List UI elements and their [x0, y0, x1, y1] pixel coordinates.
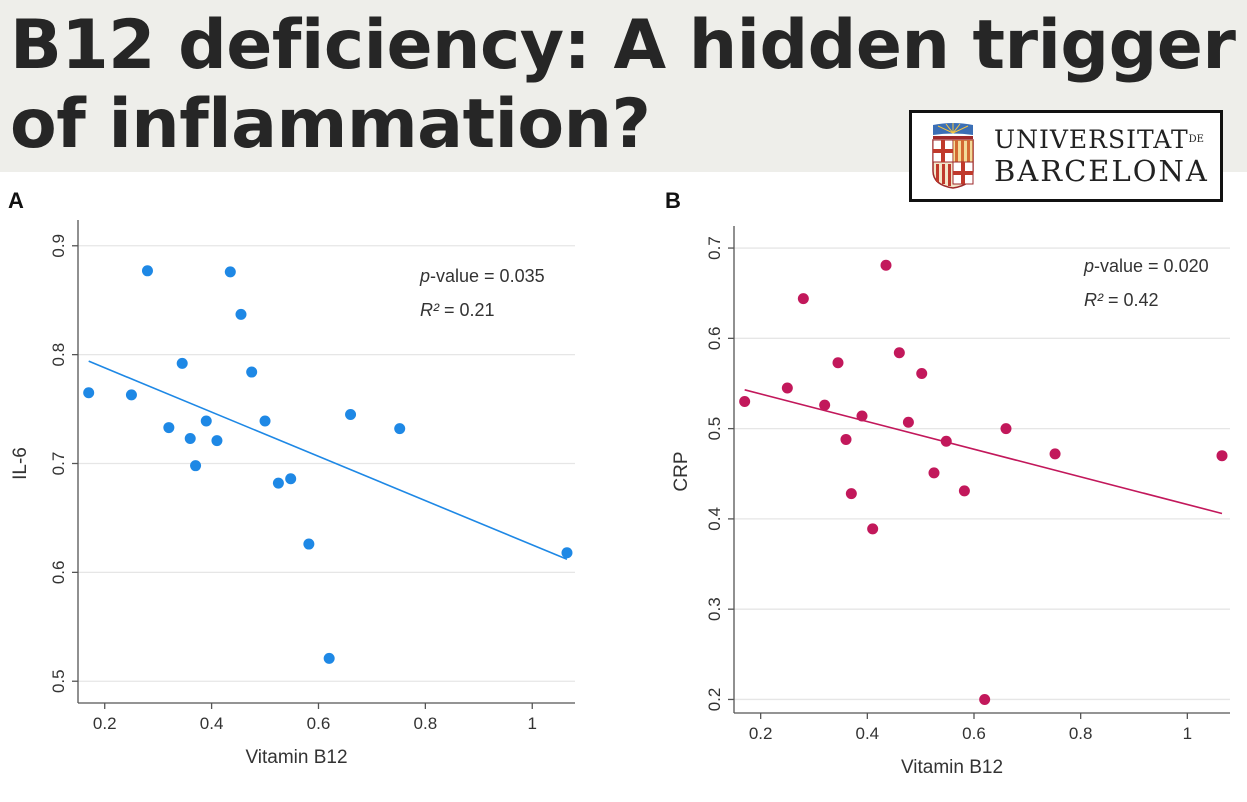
data-point	[200, 415, 212, 427]
y-axis-title: CRP	[671, 451, 692, 491]
y-tick-label: 0.6	[705, 327, 724, 351]
data-point	[163, 422, 175, 434]
regression-line	[88, 360, 568, 561]
data-point	[797, 293, 809, 305]
data-point	[272, 477, 284, 489]
logo-word-universitat: UNIVERSITAT	[994, 125, 1189, 154]
x-tick-label: 0.8	[1069, 724, 1093, 743]
x-tick-label: 0.2	[93, 714, 117, 733]
x-tick-label: 0.8	[414, 714, 438, 733]
data-point	[832, 357, 844, 369]
p-symbol: p	[1083, 256, 1094, 276]
data-point	[928, 467, 940, 479]
data-point	[303, 538, 315, 550]
p-value-text: -value = 0.035	[430, 266, 545, 286]
data-point	[323, 652, 335, 664]
x-tick-label: 0.6	[307, 714, 331, 733]
r-squared-symbol: R²	[1084, 290, 1104, 310]
x-axis-title: Vitamin B12	[901, 757, 1003, 778]
p-value-text: -value = 0.020	[1094, 256, 1209, 276]
data-point	[561, 547, 573, 559]
data-point	[893, 347, 905, 359]
y-tick-label: 0.4	[705, 507, 724, 531]
data-point	[190, 460, 202, 472]
x-tick-label: 0.4	[200, 714, 224, 733]
data-point	[739, 396, 751, 408]
logo-line-2: BARCELONA	[994, 154, 1209, 188]
data-point	[819, 399, 831, 411]
y-tick-label: 0.7	[49, 452, 68, 476]
data-point	[285, 473, 297, 485]
data-point	[235, 308, 247, 320]
r-squared-text: = 0.42	[1103, 290, 1159, 310]
university-logo: UNIVERSITATDE BARCELONA	[909, 110, 1223, 202]
data-point	[259, 415, 271, 427]
r-squared-text: = 0.21	[439, 300, 495, 320]
data-point	[176, 357, 188, 369]
data-point	[856, 410, 868, 422]
data-point	[902, 416, 914, 428]
panel-letter: A	[8, 188, 24, 213]
data-point	[224, 266, 236, 278]
data-point	[979, 693, 991, 705]
r-squared-symbol: R²	[420, 300, 440, 320]
data-point	[867, 523, 879, 535]
y-tick-label: 0.2	[705, 688, 724, 712]
chart-panel-a: A 0.5 0.6 0.7 0.8 0.9 0.2 0.4 0.6 0.8 1 Vitamin B12…	[8, 188, 575, 768]
data-point	[246, 366, 258, 378]
y-tick-label: 0.5	[49, 669, 68, 693]
r-squared-annotation: R² = 0.42	[1084, 290, 1159, 310]
data-point	[1216, 450, 1228, 462]
regression-line	[744, 389, 1223, 515]
logo-text: UNIVERSITATDE BARCELONA	[994, 125, 1209, 187]
data-point	[345, 409, 357, 421]
y-tick-label: 0.3	[705, 597, 724, 621]
data-point	[184, 432, 196, 444]
data-point	[916, 368, 928, 380]
data-point	[141, 265, 153, 277]
r-squared-annotation: R² = 0.21	[420, 300, 495, 320]
page-title: B12 deficiency: A hidden trigger of infl…	[10, 6, 1236, 164]
x-tick-label: 1	[528, 714, 537, 733]
data-point	[781, 382, 793, 394]
p-value-annotation: p-value = 0.035	[419, 266, 545, 286]
y-tick-label: 0.9	[49, 234, 68, 258]
data-point	[394, 423, 406, 435]
p-value-annotation: p-value = 0.020	[1083, 256, 1209, 276]
y-tick-label: 0.5	[705, 417, 724, 441]
shield-icon	[932, 123, 974, 189]
x-tick-label: 0.6	[962, 724, 986, 743]
data-point	[940, 435, 952, 447]
x-tick-label: 0.2	[749, 724, 773, 743]
logo-word-de: DE	[1188, 134, 1204, 145]
x-axis-title: Vitamin B12	[245, 747, 347, 768]
logo-line-1: UNIVERSITATDE	[994, 125, 1209, 155]
x-tick-label: 0.4	[856, 724, 880, 743]
p-symbol: p	[419, 266, 430, 286]
data-point	[1000, 423, 1012, 435]
panel-letter: B	[665, 188, 681, 213]
y-tick-label: 0.8	[49, 343, 68, 367]
y-axis-title: IL-6	[10, 447, 31, 480]
data-point	[845, 488, 857, 500]
data-point	[1049, 448, 1061, 460]
y-tick-label: 0.7	[705, 236, 724, 260]
data-point	[840, 433, 852, 445]
y-tick-label: 0.6	[49, 561, 68, 585]
data-point	[125, 389, 137, 401]
x-tick-label: 1	[1183, 724, 1192, 743]
data-point	[958, 485, 970, 497]
data-point	[880, 259, 892, 271]
data-point	[211, 435, 223, 447]
chart-panel-b: B 0.2 0.3 0.4 0.5 0.6 0.7 0.2 0.4 0.6 0.8 1 Vitamin …	[665, 188, 1230, 778]
data-point	[83, 387, 95, 399]
